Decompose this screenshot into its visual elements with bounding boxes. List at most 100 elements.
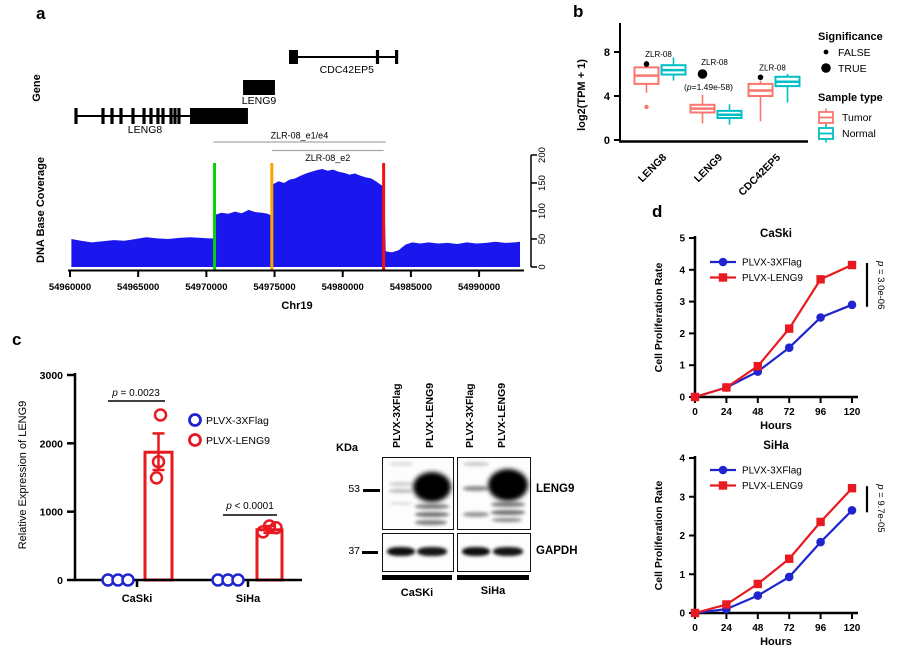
lane-label: PLVX-LENG9 <box>423 382 436 448</box>
outlier-point <box>644 104 649 110</box>
panel-d-caski-line-chart: CaSki Cell Proliferation Rate 0 1 2 3 4 5 0 24 48 7… <box>653 228 886 432</box>
legend-label: PLVX-3XFlag <box>742 258 802 269</box>
panel-a-label: a <box>36 4 46 23</box>
blot-band <box>389 462 413 466</box>
legend-label: PLVX-3XFlag <box>206 415 269 427</box>
data-point <box>784 324 794 333</box>
x-tick-label: 0 <box>692 407 698 418</box>
blot-band <box>463 485 489 491</box>
data-point <box>816 517 825 527</box>
gene-label: LENG9 <box>242 95 277 107</box>
legend-sample-title: Sample type <box>818 92 883 104</box>
x-tick-label: 24 <box>721 623 733 634</box>
data-point <box>149 471 164 485</box>
data-point <box>847 260 857 270</box>
x-tick-label: 54970000 <box>185 282 227 293</box>
data-point <box>816 275 825 284</box>
x-category-label: CDC42EP5 <box>736 152 783 199</box>
x-category-label: SiHa <box>236 593 261 605</box>
data-line <box>694 303 853 399</box>
x-axis-title: Chr19 <box>281 300 312 312</box>
data-point <box>690 392 700 402</box>
sig-dot-label: ZLR-08 <box>701 58 728 67</box>
gene-exon-box <box>190 108 248 124</box>
blot-band <box>493 546 523 556</box>
panel-d-label: d <box>652 202 663 221</box>
y-tick-label: 100 <box>537 203 548 219</box>
y-axis-title: Relative Expression of LENG9 <box>17 401 29 550</box>
kda-label: KDa <box>336 442 359 454</box>
data-point <box>722 600 731 609</box>
protein-label: LENG9 <box>536 483 575 495</box>
legend-marker <box>188 413 202 427</box>
blot-blob <box>413 472 451 502</box>
pvalue-label: p = 0.0023 <box>111 388 160 399</box>
transcript-label: ZLR-08_e1/e4 <box>271 131 329 141</box>
group-bar <box>382 575 452 580</box>
y-tick-label: 2 <box>679 329 685 340</box>
blot-band <box>491 509 525 515</box>
group-label: CaSKi <box>400 587 434 599</box>
y-tick-label: 1 <box>679 361 685 372</box>
blot-band <box>389 501 413 505</box>
data-line <box>694 509 853 615</box>
legend-marker <box>718 273 728 282</box>
y-tick-label: 0 <box>679 609 685 620</box>
blot-band <box>415 511 449 517</box>
sig-dot-label: ZLR-08 <box>645 50 672 59</box>
panel-c-bar-chart: Relative Expression of LENG9 0 1000 2000 300… <box>17 370 302 605</box>
data-point <box>847 300 857 310</box>
legend-marker <box>188 433 202 447</box>
x-tick-label: 54960000 <box>49 282 91 293</box>
panel-c-label: c <box>12 330 22 349</box>
data-point <box>816 537 825 547</box>
x-tick-label: 54985000 <box>390 282 432 293</box>
transcript-label: ZLR-08_e2 <box>305 153 350 163</box>
x-axis-title: Hours <box>760 636 792 648</box>
x-tick-label: 96 <box>815 623 827 634</box>
x-tick-label: 72 <box>784 623 796 634</box>
x-category-label: LENG9 <box>692 152 725 185</box>
y-tick-label: 3 <box>679 297 685 308</box>
gene-exon-box <box>289 50 298 64</box>
lane-label: PLVX-3XFlag <box>390 383 403 448</box>
x-tick-label: 24 <box>721 407 733 418</box>
blot-band <box>417 546 447 556</box>
x-tick-label: 54990000 <box>458 282 500 293</box>
y-tick-label: 4 <box>679 265 685 276</box>
legend-marker <box>718 257 728 267</box>
x-tick-label: 48 <box>752 407 764 418</box>
chart-title: CaSki <box>760 228 792 240</box>
marker-dash <box>362 550 378 554</box>
lane-label: PLVX-LENG9 <box>495 382 508 448</box>
data-point <box>231 573 245 587</box>
data-point <box>753 579 762 589</box>
legend-dot <box>823 49 829 55</box>
significance-dot <box>643 61 650 67</box>
y-tick-label: 0 <box>57 575 63 587</box>
x-axis-title: Hours <box>760 420 792 432</box>
x-tick-label: 96 <box>815 407 827 418</box>
group-label: SiHa <box>480 585 506 597</box>
chart-title: SiHa <box>763 440 789 452</box>
data-point <box>753 361 762 371</box>
y-tick-label: 4 <box>604 91 611 103</box>
legend-label: PLVX-3XFlag <box>742 466 802 477</box>
y-tick-label: 200 <box>537 147 548 163</box>
data-point <box>847 484 857 493</box>
blot-blob <box>488 469 528 501</box>
coverage-axis-label: DNA Base Coverage <box>35 157 47 263</box>
sig-dot-pvalue: (p=1.49e-58) <box>684 82 733 92</box>
data-point <box>153 408 168 422</box>
protein-label: GAPDH <box>536 545 578 557</box>
panel-d-siha-line-chart: SiHa Cell Proliferation Rate 0 1 2 3 4 0 24 48 72 9… <box>653 440 886 648</box>
data-point <box>784 343 794 353</box>
x-tick-label: 0 <box>692 623 698 634</box>
x-tick-label: 120 <box>844 623 861 634</box>
pvalue-label: p = 3.0e-06 <box>875 260 886 309</box>
pvalue-label: p < 0.0001 <box>225 501 274 512</box>
blot-band <box>462 546 490 556</box>
data-point <box>121 573 135 587</box>
y-tick-label: 1000 <box>40 507 64 519</box>
